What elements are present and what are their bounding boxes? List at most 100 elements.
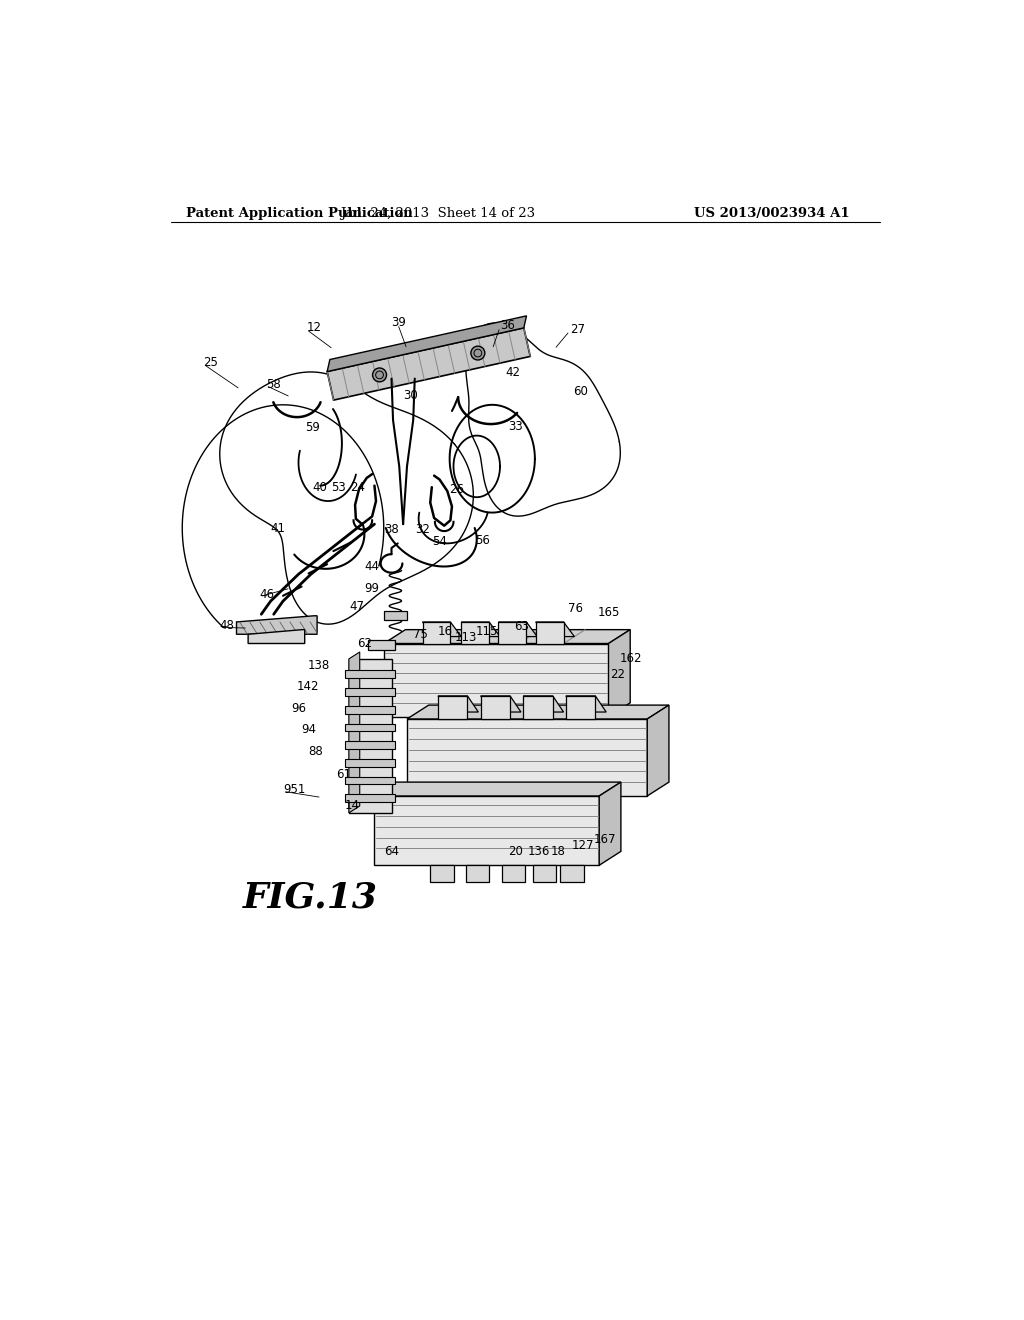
- Polygon shape: [423, 622, 461, 636]
- Polygon shape: [536, 622, 563, 644]
- Text: 38: 38: [384, 523, 398, 536]
- Text: 113: 113: [455, 631, 477, 644]
- Text: 127: 127: [571, 838, 594, 851]
- Text: 96: 96: [291, 702, 306, 714]
- Text: 58: 58: [266, 378, 281, 391]
- Polygon shape: [345, 706, 395, 714]
- Polygon shape: [345, 742, 395, 748]
- Text: 167: 167: [594, 833, 616, 846]
- Polygon shape: [423, 622, 451, 644]
- Text: 60: 60: [572, 385, 588, 399]
- Polygon shape: [438, 696, 467, 719]
- Circle shape: [471, 346, 484, 360]
- Polygon shape: [407, 719, 647, 796]
- Text: 951: 951: [283, 783, 305, 796]
- Text: 142: 142: [297, 680, 319, 693]
- Text: 26: 26: [450, 483, 465, 496]
- Text: 75: 75: [414, 628, 428, 640]
- Polygon shape: [345, 776, 395, 784]
- Text: 20: 20: [508, 845, 522, 858]
- Polygon shape: [560, 866, 584, 882]
- Polygon shape: [647, 705, 669, 796]
- Text: 27: 27: [569, 323, 585, 335]
- Polygon shape: [237, 615, 317, 635]
- Polygon shape: [466, 866, 489, 882]
- Text: 53: 53: [331, 482, 346, 495]
- Polygon shape: [523, 696, 553, 719]
- Text: 59: 59: [305, 421, 319, 434]
- Text: 41: 41: [270, 521, 286, 535]
- Text: 32: 32: [415, 523, 430, 536]
- Text: 138: 138: [308, 659, 330, 672]
- Polygon shape: [349, 659, 391, 813]
- Text: 99: 99: [365, 582, 379, 594]
- Text: 25: 25: [203, 356, 218, 370]
- Text: 33: 33: [508, 420, 522, 433]
- Text: US 2013/0023934 A1: US 2013/0023934 A1: [693, 207, 849, 220]
- Polygon shape: [523, 696, 563, 711]
- Text: 24: 24: [349, 482, 365, 495]
- Text: 39: 39: [391, 315, 407, 329]
- Text: 30: 30: [403, 389, 418, 403]
- Text: 14: 14: [345, 799, 360, 812]
- Polygon shape: [480, 696, 510, 719]
- Text: 16: 16: [438, 624, 453, 638]
- Polygon shape: [327, 327, 530, 400]
- Text: 63: 63: [514, 620, 528, 634]
- Text: 46: 46: [260, 589, 274, 602]
- Polygon shape: [608, 630, 630, 717]
- Polygon shape: [502, 866, 524, 882]
- Polygon shape: [566, 696, 606, 711]
- Text: 76: 76: [568, 602, 584, 615]
- Polygon shape: [536, 622, 574, 636]
- Polygon shape: [461, 622, 489, 644]
- Polygon shape: [499, 622, 526, 644]
- Text: 22: 22: [610, 668, 625, 681]
- Polygon shape: [345, 723, 395, 731]
- Text: 136: 136: [528, 845, 550, 858]
- Text: 64: 64: [384, 845, 398, 858]
- Text: Jan. 24, 2013  Sheet 14 of 23: Jan. 24, 2013 Sheet 14 of 23: [340, 207, 536, 220]
- Circle shape: [373, 368, 386, 381]
- Polygon shape: [349, 652, 359, 813]
- Polygon shape: [345, 671, 395, 678]
- Polygon shape: [532, 866, 556, 882]
- Text: 44: 44: [365, 560, 379, 573]
- Text: 48: 48: [219, 619, 234, 632]
- Polygon shape: [327, 315, 526, 371]
- Polygon shape: [384, 630, 630, 644]
- Text: 47: 47: [349, 601, 364, 612]
- Text: 18: 18: [551, 845, 566, 858]
- Polygon shape: [345, 688, 395, 696]
- Text: 12: 12: [306, 321, 322, 334]
- Text: 165: 165: [598, 606, 620, 619]
- Polygon shape: [345, 759, 395, 767]
- Text: 61: 61: [336, 768, 350, 781]
- Polygon shape: [566, 696, 595, 719]
- Polygon shape: [407, 705, 669, 719]
- Polygon shape: [599, 781, 621, 866]
- Polygon shape: [345, 795, 395, 803]
- Text: 56: 56: [475, 533, 490, 546]
- Text: 162: 162: [620, 652, 642, 665]
- Text: 54: 54: [432, 536, 447, 548]
- Text: 62: 62: [356, 638, 372, 649]
- Polygon shape: [384, 611, 407, 620]
- Polygon shape: [375, 781, 621, 796]
- Polygon shape: [480, 696, 521, 711]
- Polygon shape: [461, 622, 500, 636]
- Polygon shape: [438, 696, 478, 711]
- Text: 94: 94: [302, 723, 316, 737]
- Text: 36: 36: [500, 319, 515, 333]
- Polygon shape: [248, 630, 305, 644]
- Polygon shape: [375, 796, 599, 866]
- Text: Patent Application Publication: Patent Application Publication: [186, 207, 413, 220]
- Text: 115: 115: [476, 624, 499, 638]
- Polygon shape: [369, 640, 395, 649]
- Text: 40: 40: [312, 482, 328, 495]
- Text: 42: 42: [506, 366, 520, 379]
- Polygon shape: [384, 644, 608, 717]
- Text: FIG.13: FIG.13: [243, 880, 378, 915]
- Polygon shape: [430, 866, 454, 882]
- Text: 88: 88: [308, 744, 323, 758]
